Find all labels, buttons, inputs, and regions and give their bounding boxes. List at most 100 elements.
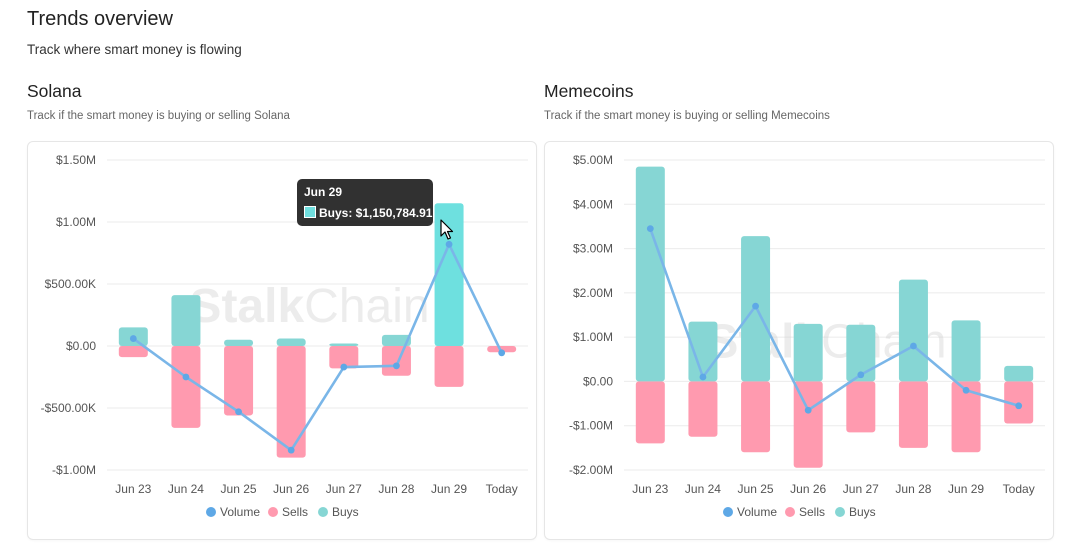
volume-point [699,373,707,381]
volume-point [646,225,654,233]
legend-marker [268,507,278,517]
sells-bar [487,346,517,353]
buys-bar [1004,365,1034,382]
y-tick-label: $1.00M [573,330,613,344]
x-tick-label: Jun 25 [221,482,257,496]
legend-marker [723,507,733,517]
buys-bar [276,338,306,346]
buys-bar [224,339,254,346]
chart-tooltip: Jun 29 Buys: $1,150,784.91 [297,179,433,226]
volume-point [182,373,190,381]
volume-point [287,446,295,454]
legend-marker [318,507,328,517]
buys-bar [171,295,201,346]
volume-point [804,406,812,414]
volume-point [857,371,865,379]
x-tick-label: Today [1003,482,1035,496]
y-tick-label: $4.00M [573,197,613,211]
volume-point [498,349,506,357]
y-tick-label: -$1.00M [569,419,613,433]
volume-point [752,302,759,310]
x-tick-label: Jun 23 [632,482,668,496]
solana-chart-card: $1.50M $1.00M $500.00K $0.00 -$500.00K -$1.00… [27,141,537,540]
legend-label: Volume [737,505,777,519]
volume-line [649,228,1020,412]
y-tick-label: $0.00 [583,374,613,388]
sells-bar [276,346,306,458]
sells-bar [118,346,148,358]
x-tick-label: Jun 26 [790,482,826,496]
volume-point [340,363,348,371]
sells-bar [329,346,359,369]
volume-point [962,386,970,394]
y-tick-label: -$2.00M [569,463,613,477]
legend-marker [835,507,845,517]
sells-bar [381,346,411,376]
y-tick-label: $2.00M [573,286,613,300]
mouse-cursor-icon [440,219,454,240]
tooltip-swatch [304,206,316,218]
sells-bar [846,381,876,433]
volume-point [235,408,242,416]
legend-label: Sells [282,505,308,519]
legend-label: Buys [849,505,876,519]
x-tick-label: Jun 27 [326,482,362,496]
buys-bar [846,324,876,382]
volume-line [132,243,503,452]
tooltip-row: Buys: $1,150,784.91 [304,206,432,220]
buys-bar [898,279,928,382]
y-tick-label: $1.50M [56,153,96,167]
watermark-part-1: Stalk [189,280,304,333]
y-tick-label: $1.00M [56,215,96,229]
sells-bar [793,381,823,468]
legend-label: Volume [220,505,260,519]
x-tick-label: Jun 28 [378,482,414,496]
sells-bar [224,346,254,416]
buys-bar [951,320,981,382]
y-tick-label: -$500.00K [41,401,96,415]
sells-bar [898,381,928,448]
x-tick-label: Jun 23 [115,482,151,496]
x-tick-label: Jun 26 [273,482,309,496]
buys-bar [381,334,411,346]
x-tick-label: Jun 29 [431,482,467,496]
volume-point [393,362,400,370]
page-subtitle: Track where smart money is flowing [27,42,242,57]
memecoins-chart[interactable]: $5.00M $4.00M $3.00M $2.00M $1.00M $0.00 -$1.0… [545,142,1053,539]
watermark-part-2: Chain [304,280,429,333]
y-tick-label: $500.00K [45,277,96,291]
sells-bar [741,381,771,453]
volume-point [1015,402,1023,410]
x-tick-label: Jun 24 [168,482,204,496]
x-tick-label: Jun 29 [948,482,984,496]
x-tick-label: Jun 27 [843,482,879,496]
x-tick-label: Jun 24 [685,482,721,496]
buys-bar [793,323,823,382]
sells-bar [951,381,981,453]
legend-label: Sells [799,505,825,519]
memecoins-section-title: Memecoins [544,81,634,101]
x-tick-label: Today [486,482,518,496]
tooltip-title: Jun 29 [304,185,343,199]
page-title: Trends overview [27,8,173,30]
sells-bar [688,381,718,437]
sells-bar [171,346,201,428]
y-tick-label: -$1.00M [52,463,96,477]
sells-bar [635,381,665,444]
volume-point [129,335,137,342]
buys-bar [635,166,665,382]
solana-section-title: Solana [27,81,82,101]
sells-bar [434,346,464,387]
solana-chart[interactable]: $1.50M $1.00M $500.00K $0.00 -$500.00K -$1.00… [28,142,536,539]
legend-label: Buys [332,505,359,519]
x-tick-label: Jun 25 [738,482,774,496]
buys-bar [434,203,464,346]
y-tick-label: $0.00 [66,339,96,353]
y-tick-label: $3.00M [573,242,613,256]
watermark-text: StalkChain [189,280,429,333]
volume-point [445,240,453,248]
buys-bar [329,343,359,346]
legend-marker [785,507,795,517]
memecoins-section-description: Track if the smart money is buying or se… [544,110,830,122]
y-tick-label: $5.00M [573,153,613,167]
